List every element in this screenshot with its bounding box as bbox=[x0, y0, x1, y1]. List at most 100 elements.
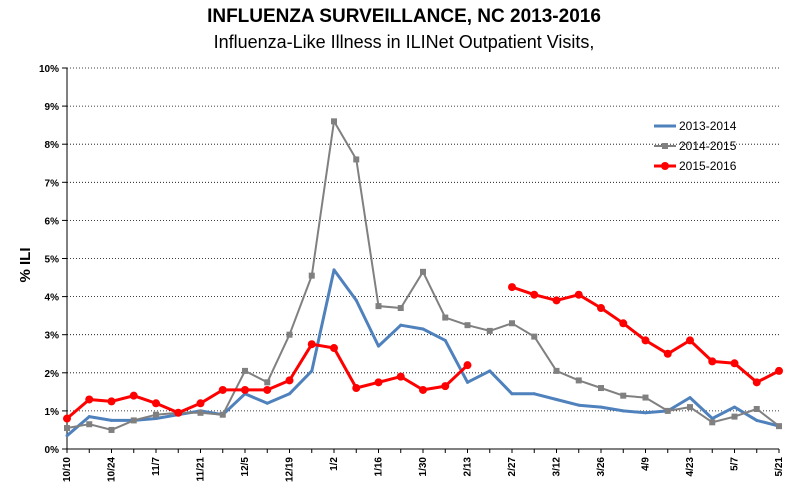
x-tick-label: 2/13 bbox=[463, 457, 474, 477]
data-point bbox=[553, 367, 560, 374]
data-point bbox=[353, 156, 360, 163]
data-point bbox=[264, 379, 271, 386]
legend: 2013-2014 2014-2015 2015-2016 bbox=[654, 119, 737, 173]
data-point bbox=[510, 392, 514, 396]
y-tick-label: 1% bbox=[45, 407, 60, 418]
legend-marker bbox=[662, 143, 668, 149]
data-point bbox=[286, 331, 293, 338]
x-tick-label: 4/9 bbox=[641, 457, 652, 471]
data-point bbox=[486, 327, 493, 334]
y-tick-label: 5% bbox=[45, 255, 60, 266]
chart-subtitle: Influenza-Like Illness in ILINet Outpati… bbox=[213, 32, 595, 52]
data-point bbox=[755, 418, 759, 422]
legend-item: 2013-2014 bbox=[654, 119, 737, 133]
x-tick-label: 4/23 bbox=[685, 457, 696, 477]
data-point bbox=[644, 411, 647, 415]
data-point bbox=[577, 403, 581, 407]
data-point bbox=[396, 372, 405, 381]
data-point bbox=[442, 314, 449, 321]
data-point bbox=[377, 344, 380, 348]
legend-marker bbox=[661, 162, 669, 170]
data-point bbox=[129, 391, 138, 400]
data-point bbox=[621, 409, 625, 413]
x-tick-label: 3/26 bbox=[596, 457, 607, 477]
data-point bbox=[242, 367, 248, 374]
x-tick-label: 1/2 bbox=[329, 457, 340, 471]
data-point bbox=[332, 268, 336, 272]
data-point bbox=[443, 338, 447, 342]
data-point bbox=[152, 399, 160, 408]
series-lines bbox=[63, 118, 783, 438]
y-tick-label: 4% bbox=[45, 293, 60, 304]
data-point bbox=[466, 380, 469, 384]
data-point bbox=[575, 377, 582, 384]
data-point bbox=[619, 319, 628, 328]
data-point bbox=[598, 385, 604, 392]
data-point bbox=[241, 385, 249, 394]
x-tick-label: 11/7 bbox=[151, 457, 162, 476]
data-point bbox=[508, 283, 516, 292]
data-point bbox=[530, 290, 539, 299]
data-point bbox=[730, 359, 739, 368]
x-tick-label: 10/10 bbox=[62, 457, 73, 482]
y-tick-label: 9% bbox=[45, 102, 60, 113]
data-point bbox=[285, 376, 294, 385]
y-tick-label: 10% bbox=[39, 64, 59, 75]
data-point bbox=[555, 397, 558, 401]
data-point bbox=[110, 418, 113, 422]
data-point bbox=[197, 409, 204, 416]
data-point bbox=[509, 320, 515, 327]
data-point bbox=[597, 304, 605, 313]
y-tick-label: 7% bbox=[45, 178, 60, 189]
data-point bbox=[552, 296, 561, 305]
x-tick-label: 5/7 bbox=[730, 457, 741, 471]
data-point bbox=[154, 417, 158, 421]
data-point bbox=[532, 392, 536, 396]
data-point bbox=[776, 423, 782, 430]
data-point bbox=[710, 417, 714, 421]
y-tick-labels: 0% 1% 2% 3% 4% 5% 6% 7% 8% 9% 10% bbox=[39, 64, 59, 456]
series-2015-2016 bbox=[63, 283, 783, 423]
data-point bbox=[574, 290, 583, 299]
y-tick-label: 0% bbox=[45, 445, 60, 456]
x-tick-label: 1/16 bbox=[374, 457, 385, 477]
chart-title: INFLUENZA SURVEILLANCE, NC 2013-2016 bbox=[207, 6, 601, 27]
y-tick-label: 8% bbox=[45, 140, 60, 151]
legend-label: 2015-2016 bbox=[679, 159, 737, 173]
data-point bbox=[218, 385, 227, 394]
data-point bbox=[642, 394, 649, 401]
data-point bbox=[775, 366, 783, 375]
data-point bbox=[663, 349, 672, 358]
y-axis-label: % ILI bbox=[17, 247, 34, 282]
data-point bbox=[399, 323, 403, 327]
data-point bbox=[464, 322, 471, 329]
data-point bbox=[599, 405, 603, 409]
data-point bbox=[488, 369, 492, 373]
x-tick-label: 12/5 bbox=[240, 457, 251, 477]
data-point bbox=[288, 392, 291, 396]
data-point bbox=[752, 378, 761, 387]
axes bbox=[62, 67, 780, 453]
data-point bbox=[86, 421, 93, 428]
data-point bbox=[731, 413, 738, 420]
data-point bbox=[153, 411, 159, 418]
x-tick-label: 11/21 bbox=[196, 457, 207, 482]
data-point bbox=[709, 419, 716, 426]
data-point bbox=[354, 298, 358, 302]
x-tick-label: 12/19 bbox=[285, 457, 296, 482]
data-point bbox=[352, 384, 361, 393]
x-tick-labels: 10/10 10/24 11/7 11/21 12/5 12/19 1/2 1/16 1/30 2… bbox=[62, 457, 785, 482]
y-tick-label: 2% bbox=[45, 369, 60, 380]
x-tick-label: 5/21 bbox=[774, 457, 785, 477]
data-point bbox=[308, 272, 315, 279]
data-point bbox=[107, 397, 116, 406]
data-point bbox=[375, 303, 382, 310]
data-point bbox=[374, 378, 383, 387]
legend-item: 2015-2016 bbox=[654, 159, 737, 173]
data-point bbox=[174, 408, 183, 417]
x-tick-label: 10/24 bbox=[107, 457, 118, 482]
data-point bbox=[620, 392, 627, 399]
data-point bbox=[688, 396, 692, 400]
data-point bbox=[63, 414, 71, 423]
